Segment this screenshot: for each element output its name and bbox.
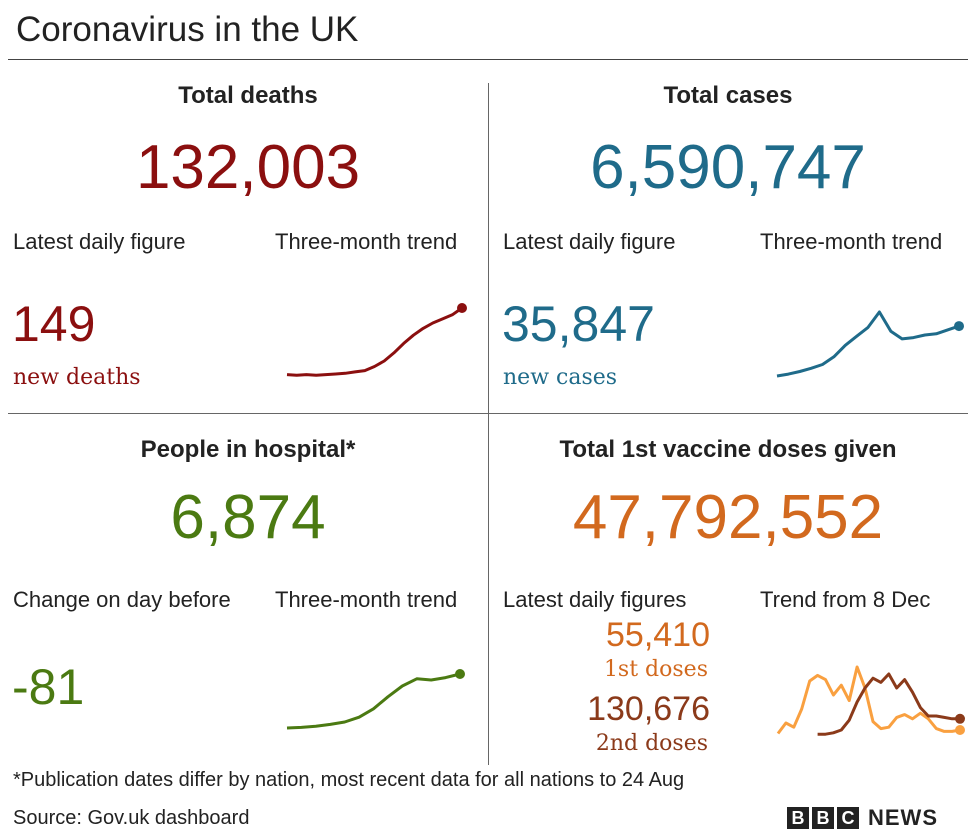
hospital-latest-label: Change on day before bbox=[13, 587, 231, 612]
cases-latest-label: Latest daily figure bbox=[503, 229, 676, 254]
deaths-latest-sub: new deaths bbox=[13, 365, 141, 390]
hospital-trend-label: Three-month trend bbox=[275, 587, 458, 612]
first-doses-sub: 1st doses bbox=[603, 657, 708, 682]
second-doses-latest: 130,676 bbox=[587, 690, 710, 728]
hospital-total: 6,874 bbox=[170, 483, 326, 552]
deaths-heading: Total deaths bbox=[178, 82, 318, 109]
second-doses-trend-end-point bbox=[955, 713, 965, 724]
deaths-trend-label: Three-month trend bbox=[275, 229, 458, 254]
title-rule bbox=[8, 59, 968, 60]
footnote: *Publication dates differ by nation, mos… bbox=[13, 769, 685, 791]
source: Source: Gov.uk dashboard bbox=[13, 807, 250, 829]
cases-latest-sub: new cases bbox=[503, 365, 618, 390]
second-doses-sub: 2nd doses bbox=[595, 731, 708, 756]
vaccine-total: 47,792,552 bbox=[572, 483, 884, 552]
hospital-trend-line bbox=[286, 672, 461, 730]
hospital-heading: People in hospital* bbox=[140, 436, 356, 463]
vaccine-trend-chart bbox=[776, 665, 965, 736]
deaths-total: 132,003 bbox=[135, 133, 361, 202]
page-title: Coronavirus in the UK bbox=[16, 10, 359, 49]
vaccine-trend-label: Trend from 8 Dec bbox=[760, 587, 931, 612]
cases-heading: Total cases bbox=[663, 82, 793, 109]
cases-latest: 35,847 bbox=[502, 296, 655, 352]
second-doses-trend-line bbox=[817, 672, 960, 736]
vaccine-heading: Total 1st vaccine doses given bbox=[559, 436, 897, 463]
hospital-trend-end-point bbox=[455, 669, 465, 679]
deaths-latest: 149 bbox=[12, 296, 96, 352]
first-doses-trend-line bbox=[776, 665, 961, 735]
bbc-news-logo: B B C NEWS bbox=[787, 805, 938, 831]
deaths-trend-line bbox=[286, 306, 463, 377]
cases-total: 6,590,747 bbox=[590, 133, 866, 202]
deaths-latest-label: Latest daily figure bbox=[13, 229, 186, 254]
vertical-divider bbox=[488, 83, 489, 765]
deaths-trend-end-point bbox=[457, 303, 467, 313]
horizontal-divider bbox=[8, 413, 968, 414]
cases-trend-line bbox=[776, 310, 960, 378]
first-doses-latest: 55,410 bbox=[606, 616, 710, 654]
vaccine-latest-label: Latest daily figures bbox=[503, 587, 687, 612]
deaths-trend-chart bbox=[286, 303, 467, 377]
cases-trend-end-point bbox=[954, 321, 964, 332]
hospital-latest: -81 bbox=[12, 659, 85, 715]
cases-trend-chart bbox=[776, 310, 964, 378]
cases-trend-label: Three-month trend bbox=[760, 229, 943, 254]
first-doses-trend-end-point bbox=[955, 725, 965, 735]
hospital-trend-chart bbox=[286, 669, 465, 730]
